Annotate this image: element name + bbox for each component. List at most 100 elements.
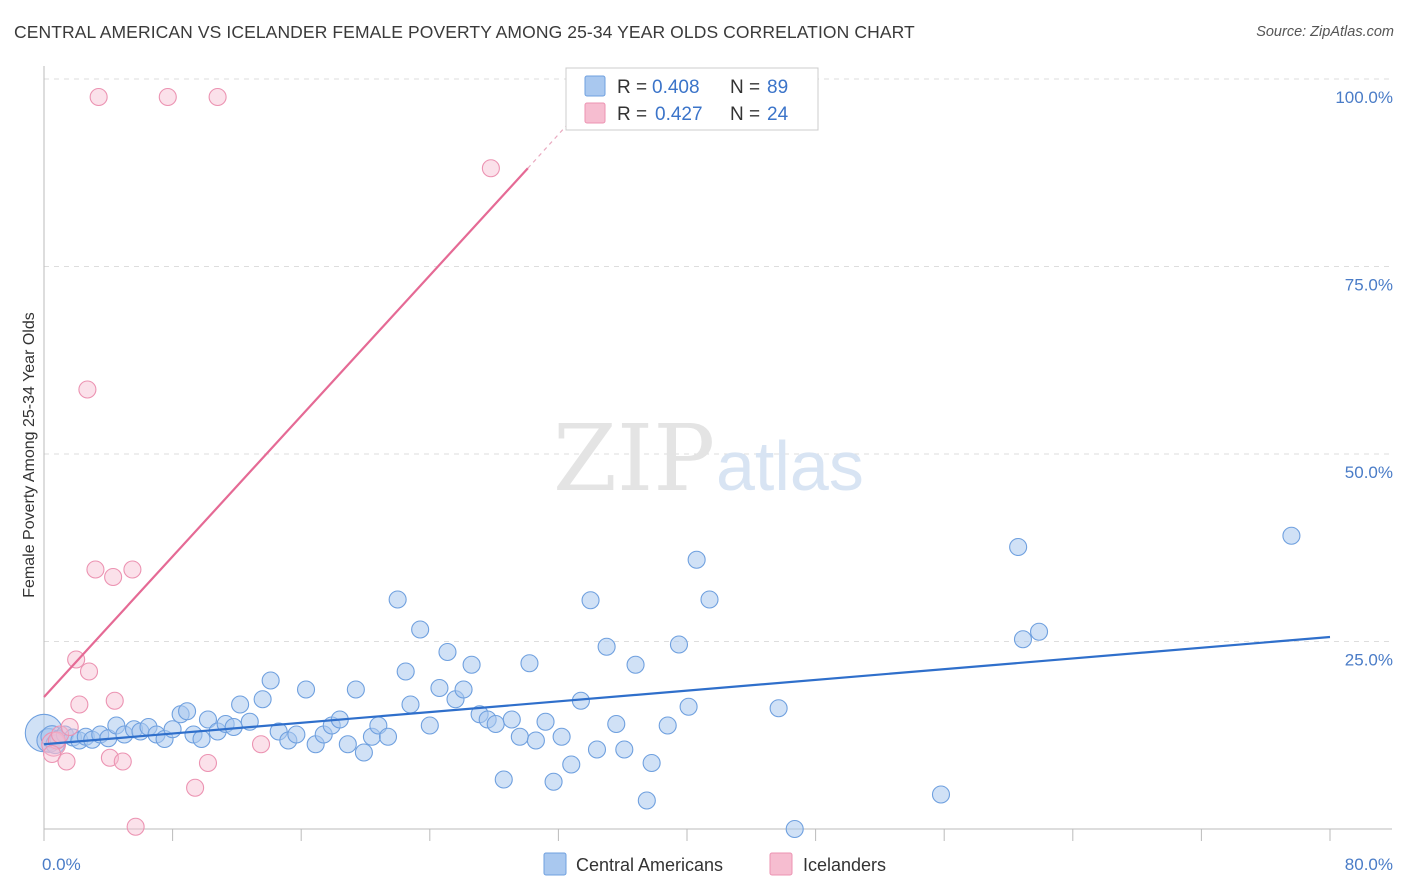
- central-american-point: [931, 785, 951, 804]
- central-american-point: [296, 680, 316, 699]
- bottom-legend-label-icelander: Icelanders: [803, 855, 886, 875]
- central-american-point: [502, 710, 521, 729]
- central-american-point: [396, 662, 415, 681]
- bottom-legend-swatch-icelander: [769, 852, 793, 876]
- central-american-point: [253, 690, 272, 709]
- icelander-point: [186, 778, 205, 797]
- central-american-point: [462, 655, 481, 674]
- icelander-point: [208, 87, 227, 107]
- central-american-point: [700, 590, 719, 609]
- y-tick-labels: 25.0% 50.0% 75.0% 100.0%: [1335, 88, 1393, 670]
- central-american-point: [338, 735, 357, 754]
- central-americans-trend-line: [43, 635, 1331, 746]
- legend-n-value-central: 89: [767, 77, 788, 98]
- icelander-point: [104, 567, 123, 587]
- icelander-point: [198, 753, 218, 773]
- central-american-point: [658, 716, 677, 735]
- central-american-point: [178, 702, 197, 721]
- legend-r-value-central: 0.408: [652, 77, 700, 98]
- icelander-point: [105, 691, 124, 710]
- central-american-point: [1282, 526, 1301, 545]
- central-american-point: [1029, 622, 1049, 641]
- central-american-point: [669, 635, 689, 654]
- icelander-point: [42, 744, 62, 764]
- central-american-point: [637, 791, 656, 810]
- bottom-legend-label-central: Central Americans: [576, 855, 723, 875]
- central-american-point: [454, 680, 473, 699]
- central-american-point: [354, 743, 373, 762]
- central-american-point: [430, 678, 449, 698]
- central-american-point: [420, 716, 439, 735]
- central-american-point: [163, 720, 182, 739]
- icelanders-trend-line: [43, 167, 529, 698]
- source-label: Source: ZipAtlas.com: [1256, 24, 1394, 40]
- legend-n-label-icelander: N =: [730, 104, 760, 125]
- icelander-point: [79, 662, 99, 681]
- central-american-point: [411, 620, 430, 639]
- legend-box: [565, 67, 819, 131]
- central-american-point: [494, 770, 513, 789]
- chart-title: CENTRAL AMERICAN VS ICELANDER FEMALE POV…: [14, 22, 915, 42]
- central-american-point: [581, 591, 600, 610]
- icelander-point: [60, 717, 79, 737]
- central-american-point: [520, 654, 539, 673]
- y-tick-label-50: 50.0%: [1345, 463, 1393, 482]
- bottom-legend: Central Americans Icelanders: [543, 852, 886, 876]
- central-american-point: [642, 753, 661, 773]
- y-tick-label-25: 25.0%: [1345, 651, 1393, 670]
- x-tick-label-min: 0.0%: [42, 855, 81, 874]
- central-american-point: [438, 642, 457, 662]
- central-american-point: [597, 637, 616, 656]
- legend-n-label-central: N =: [730, 77, 760, 98]
- central-american-point: [544, 772, 563, 791]
- central-american-point: [687, 550, 706, 569]
- icelander-point: [251, 735, 271, 754]
- central-american-point: [562, 755, 581, 774]
- legend-swatch-icelander: [584, 102, 606, 124]
- central-american-point: [510, 727, 529, 746]
- watermark-atlas: atlas: [716, 427, 864, 505]
- grid-lines: [44, 78, 1392, 642]
- central-american-point: [679, 697, 698, 716]
- icelander-point: [158, 87, 177, 107]
- icelander-point: [89, 87, 108, 107]
- central-american-point: [346, 680, 365, 699]
- central-american-point: [378, 727, 398, 746]
- icelanders-points: [41, 87, 500, 836]
- central-american-point: [231, 695, 250, 714]
- central-american-point: [552, 727, 571, 746]
- central-american-point: [615, 740, 634, 759]
- central-american-point: [626, 655, 645, 674]
- central-american-point: [785, 819, 804, 839]
- central-american-point: [536, 712, 555, 731]
- legend-r-label-central: R =: [617, 77, 647, 98]
- legend: R = 0.408 N = 89 R = 0.427 N = 24: [565, 67, 819, 131]
- central-american-point: [526, 731, 545, 750]
- central-americans-points: [24, 526, 1301, 839]
- central-american-point: [198, 710, 218, 729]
- icelander-point: [70, 695, 89, 714]
- watermark-zip: ZIP: [553, 405, 715, 512]
- icelander-point: [481, 159, 500, 178]
- watermark: ZIP atlas: [553, 405, 864, 512]
- y-tick-label-100: 100.0%: [1335, 88, 1393, 107]
- central-american-point: [261, 671, 280, 690]
- icelander-point: [57, 752, 76, 771]
- central-american-point: [607, 714, 626, 734]
- x-tick-label-max: 80.0%: [1345, 855, 1393, 874]
- icelander-point: [86, 560, 105, 579]
- axes: [43, 66, 1392, 841]
- y-axis-title: Female Poverty Among 25-34 Year Olds: [21, 312, 38, 598]
- x-tick-labels: 0.0% 80.0%: [42, 855, 1393, 874]
- icelander-point: [67, 650, 86, 669]
- y-tick-label-75: 75.0%: [1345, 276, 1393, 295]
- central-american-point: [769, 699, 788, 718]
- central-american-point: [1009, 537, 1028, 557]
- legend-swatch-central: [584, 75, 606, 97]
- icelander-point: [126, 817, 145, 836]
- icelander-point: [113, 752, 132, 771]
- central-american-point: [401, 695, 420, 714]
- central-american-point: [1013, 630, 1033, 649]
- central-american-point: [587, 740, 607, 759]
